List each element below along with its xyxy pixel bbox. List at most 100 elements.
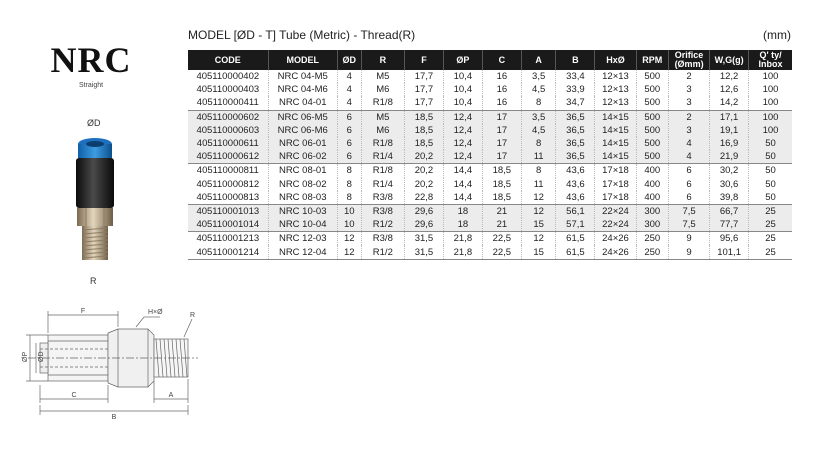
table-cell: 22×24 bbox=[594, 218, 637, 232]
table-cell: NRC 06-02 bbox=[268, 150, 338, 164]
table-row: 405110000611 NRC 06-01 6 R1/8 18,5 12,4 17 8 36,… bbox=[188, 136, 792, 151]
table-row: 405110001213 NRC 12-03 12 R3/8 31,5 21,8 22,5 1… bbox=[188, 231, 792, 246]
table-row: 405110001013 NRC 10-03 10 R3/8 29,6 18 21 12 56,… bbox=[188, 203, 792, 219]
table-row: 405110000403 NRC 04-M6 4 M6 17,7 10,4 16 4,5 33,… bbox=[188, 83, 792, 97]
table-cell: R1/2 bbox=[361, 218, 405, 232]
spec-table-header: CODE MODEL ØD R F ØP C A B HxØ RPM Orifice (Ømm) W,G… bbox=[188, 50, 792, 70]
table-cell: 10 bbox=[337, 218, 362, 232]
table-row: 405110001014 NRC 10-04 10 R1/2 29,6 18 21 15 57,… bbox=[188, 218, 792, 232]
table-cell: 21,9 bbox=[709, 150, 750, 164]
table-row: 405110000811 NRC 08-01 8 R1/8 20,2 14,4 18,5 8 4… bbox=[188, 163, 792, 178]
table-cell: 500 bbox=[636, 109, 670, 124]
table-cell: 100 bbox=[762, 84, 779, 96]
table-cell: 405110001013 bbox=[188, 203, 269, 219]
table-cell: 14×15 bbox=[594, 123, 637, 137]
table-cell: 17,1 bbox=[709, 109, 750, 124]
table-row: 405110000411 NRC 04-01 4 R1/8 17,7 10,4 16 8 34,… bbox=[188, 96, 792, 111]
table-cell: 18 bbox=[443, 203, 483, 219]
table-cell: M5 bbox=[361, 109, 405, 124]
table-cell: 36,5 bbox=[555, 136, 596, 151]
table-cell: 39,8 bbox=[709, 190, 750, 205]
table-cell: 18,5 bbox=[404, 136, 444, 151]
table-cell: 15 bbox=[521, 245, 557, 260]
photo-label-r: R bbox=[90, 276, 97, 286]
table-cell: 15 bbox=[521, 218, 557, 232]
table-cell: 31,5 bbox=[404, 231, 444, 246]
table-cell: 8 bbox=[521, 136, 557, 151]
table-cell: 21,8 bbox=[443, 231, 483, 246]
table-cell: 14,4 bbox=[443, 163, 483, 178]
table-cell: 20,2 bbox=[404, 177, 444, 191]
table-cell: 20,2 bbox=[404, 150, 444, 164]
table-cell: NRC 04-M5 bbox=[268, 70, 338, 84]
table-cell: 405110000812 bbox=[188, 177, 269, 191]
table-cell: 9 bbox=[668, 245, 711, 260]
dim-label-a: A bbox=[169, 392, 174, 399]
table-cell: 56,1 bbox=[555, 203, 596, 219]
table-cell: 500 bbox=[636, 136, 670, 151]
table-cell: 12×13 bbox=[594, 83, 637, 97]
table-cell: NRC 06-M6 bbox=[268, 123, 338, 137]
table-cell: M6 bbox=[361, 83, 405, 97]
dim-label-b: B bbox=[112, 414, 117, 420]
table-cell: 50 bbox=[748, 163, 792, 178]
table-cell: 405110000612 bbox=[188, 150, 269, 164]
table-cell: 25 bbox=[748, 203, 792, 219]
table-cell: 6 bbox=[337, 123, 362, 137]
table-cell: 18,5 bbox=[482, 177, 522, 191]
table-cell: 405110001214 bbox=[188, 245, 269, 260]
table-cell: NRC 06-M5 bbox=[268, 109, 338, 124]
table-cell: R1/4 bbox=[361, 150, 405, 164]
table-cell: 18,5 bbox=[404, 123, 444, 137]
table-cell: 4 bbox=[668, 150, 711, 164]
table-cell: 14,4 bbox=[443, 177, 483, 191]
table-cell: 3 bbox=[668, 83, 711, 97]
column-header: B bbox=[555, 50, 596, 70]
table-cell: NRC 12-03 bbox=[268, 231, 338, 246]
table-cell: R1/8 bbox=[361, 136, 405, 151]
table-cell: 24×26 bbox=[594, 231, 637, 246]
table-cell: 2 bbox=[668, 109, 711, 124]
table-cell: 7,5 bbox=[668, 203, 711, 219]
table-cell: 500 bbox=[636, 123, 670, 137]
table-cell: 405110001014 bbox=[188, 218, 269, 232]
table-cell: R3/8 bbox=[361, 203, 405, 219]
dim-label-r: R bbox=[190, 312, 195, 319]
table-cell: 18,5 bbox=[482, 163, 522, 178]
table-cell: 12,4 bbox=[443, 123, 483, 137]
table-cell: 14×15 bbox=[594, 150, 637, 164]
table-cell: 22,5 bbox=[482, 231, 522, 246]
table-cell: 405110000602 bbox=[188, 109, 269, 124]
table-cell: 405110000403 bbox=[188, 83, 269, 97]
table-cell: 14,4 bbox=[443, 190, 483, 205]
table-cell: 12 bbox=[337, 231, 362, 246]
column-header: MODEL bbox=[268, 50, 338, 70]
table-cell: 43,6 bbox=[555, 163, 596, 178]
table-cell: 36,5 bbox=[555, 123, 596, 137]
table-cell: 17,7 bbox=[404, 83, 444, 97]
table-cell: 30,6 bbox=[709, 177, 750, 191]
table-cell: 10 bbox=[337, 203, 362, 219]
table-cell: 12 bbox=[337, 245, 362, 260]
dim-label-od: ØD bbox=[38, 352, 45, 363]
table-cell: 17×18 bbox=[594, 177, 637, 191]
table-cell: 4,5 bbox=[521, 83, 557, 97]
dim-label-hxo: H×Ø bbox=[148, 309, 163, 316]
table-cell: 25 bbox=[748, 245, 792, 260]
table-cell: 22,8 bbox=[404, 190, 444, 205]
table-cell: 3,5 bbox=[521, 70, 557, 84]
table-cell: 17×18 bbox=[594, 163, 637, 178]
column-header: HxØ bbox=[594, 50, 637, 70]
table-cell: 16 bbox=[482, 83, 522, 97]
table-cell: 6 bbox=[668, 190, 711, 205]
table-title-bar: MODEL [ØD - T] Tube (Metric) - Thread(R)… bbox=[188, 28, 793, 44]
table-cell: 8 bbox=[337, 177, 362, 191]
table-cell: NRC 10-04 bbox=[268, 218, 338, 232]
table-cell: 3,5 bbox=[521, 109, 557, 124]
table-cell: 8 bbox=[337, 163, 362, 178]
table-cell: 66,7 bbox=[709, 203, 750, 219]
table-cell: 24×26 bbox=[594, 245, 637, 260]
table-cell: 17,7 bbox=[404, 96, 444, 111]
table-cell: 3 bbox=[668, 123, 711, 137]
table-cell: NRC 06-01 bbox=[268, 136, 338, 151]
